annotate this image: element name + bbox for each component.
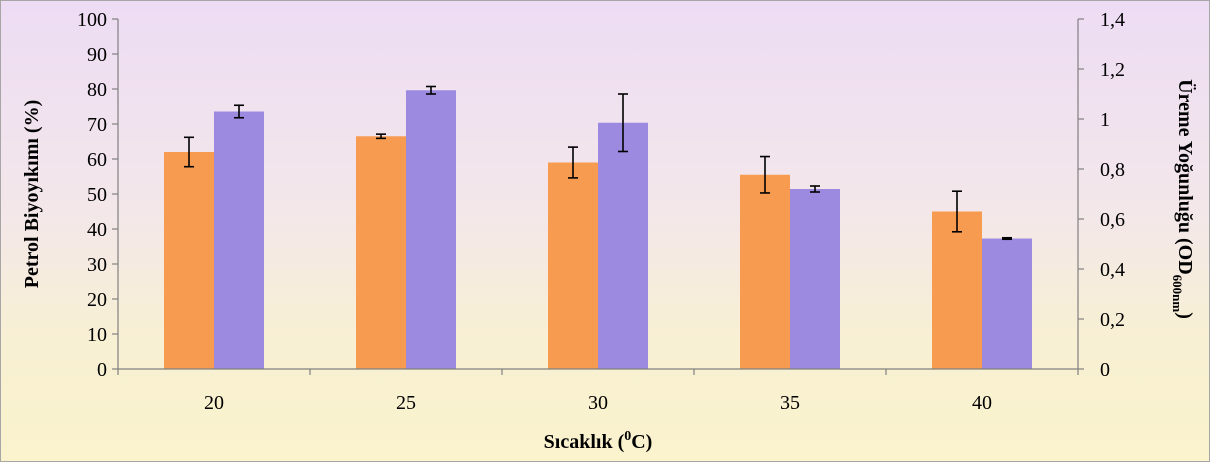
error-bar-s2-30 [618,93,628,153]
error-bar-s2-35 [810,185,820,193]
bar-s1-20 [164,152,214,369]
y-right-tick-label: 1 [1100,109,1110,131]
x-category-label: 20 [204,392,224,414]
y-left-tick-label: 100 [77,9,107,31]
error-bar-s2-25 [426,85,436,95]
error-bar-s1-20 [184,136,194,168]
bar-s2-25 [406,90,456,369]
y-right-tick-label: 0,4 [1100,259,1125,281]
y-axis-right-title: Üreme Yoğunluğu (OD600nm) [1170,79,1197,319]
bar-s1-25 [356,136,406,369]
y-left-tick-label: 10 [87,324,107,346]
y-right-tick-label: 0 [1100,359,1110,381]
y-left-tick-label: 70 [87,114,107,136]
error-bar-s2-40 [1002,236,1012,241]
y-right-tick-label: 0,6 [1100,209,1125,231]
x-category-label: 35 [780,392,800,414]
y-axis-left-title: Petrol Biyoyıkımı (%) [21,100,43,289]
y-right-tick-label: 0,2 [1100,309,1125,331]
x-axis-title: Sıcaklık (0C) [544,429,653,453]
error-bar-s2-20 [234,104,244,119]
x-category-label: 40 [972,392,992,414]
y-left-tick-label: 40 [87,219,107,241]
y-left-tick-label: 90 [87,44,107,66]
chart-marks [164,85,1032,369]
y-left-tick-label: 0 [97,359,107,381]
bar-s2-20 [214,111,264,369]
y-right-tick-label: 0,8 [1100,159,1125,181]
error-bar-s1-25 [376,133,386,140]
bar-s1-35 [740,174,790,369]
bar-s2-30 [598,122,648,369]
y-left-tick-label: 20 [87,289,107,311]
bar-s1-40 [932,211,982,369]
bar-s2-35 [790,189,840,369]
x-category-label: 30 [588,392,608,414]
y-left-tick-label: 60 [87,149,107,171]
error-bar-s1-30 [568,146,578,179]
x-category-label: 25 [396,392,416,414]
error-bar-s1-35 [760,155,770,194]
chart-axes [112,18,1084,375]
y-left-tick-label: 50 [87,184,107,206]
bar-s2-40 [982,238,1032,369]
y-left-tick-label: 80 [87,79,107,101]
chart-labels: 0 10 20 30 40 50 60 70 80 90 100 0 0,2 0,4 0,6 0,8 1 1,2 1… [21,9,1197,453]
y-right-tick-label: 1,4 [1100,9,1125,31]
bar-s1-30 [548,162,598,369]
error-bar-s1-40 [952,190,962,233]
y-left-tick-label: 30 [87,254,107,276]
y-right-tick-label: 1,2 [1100,59,1125,81]
